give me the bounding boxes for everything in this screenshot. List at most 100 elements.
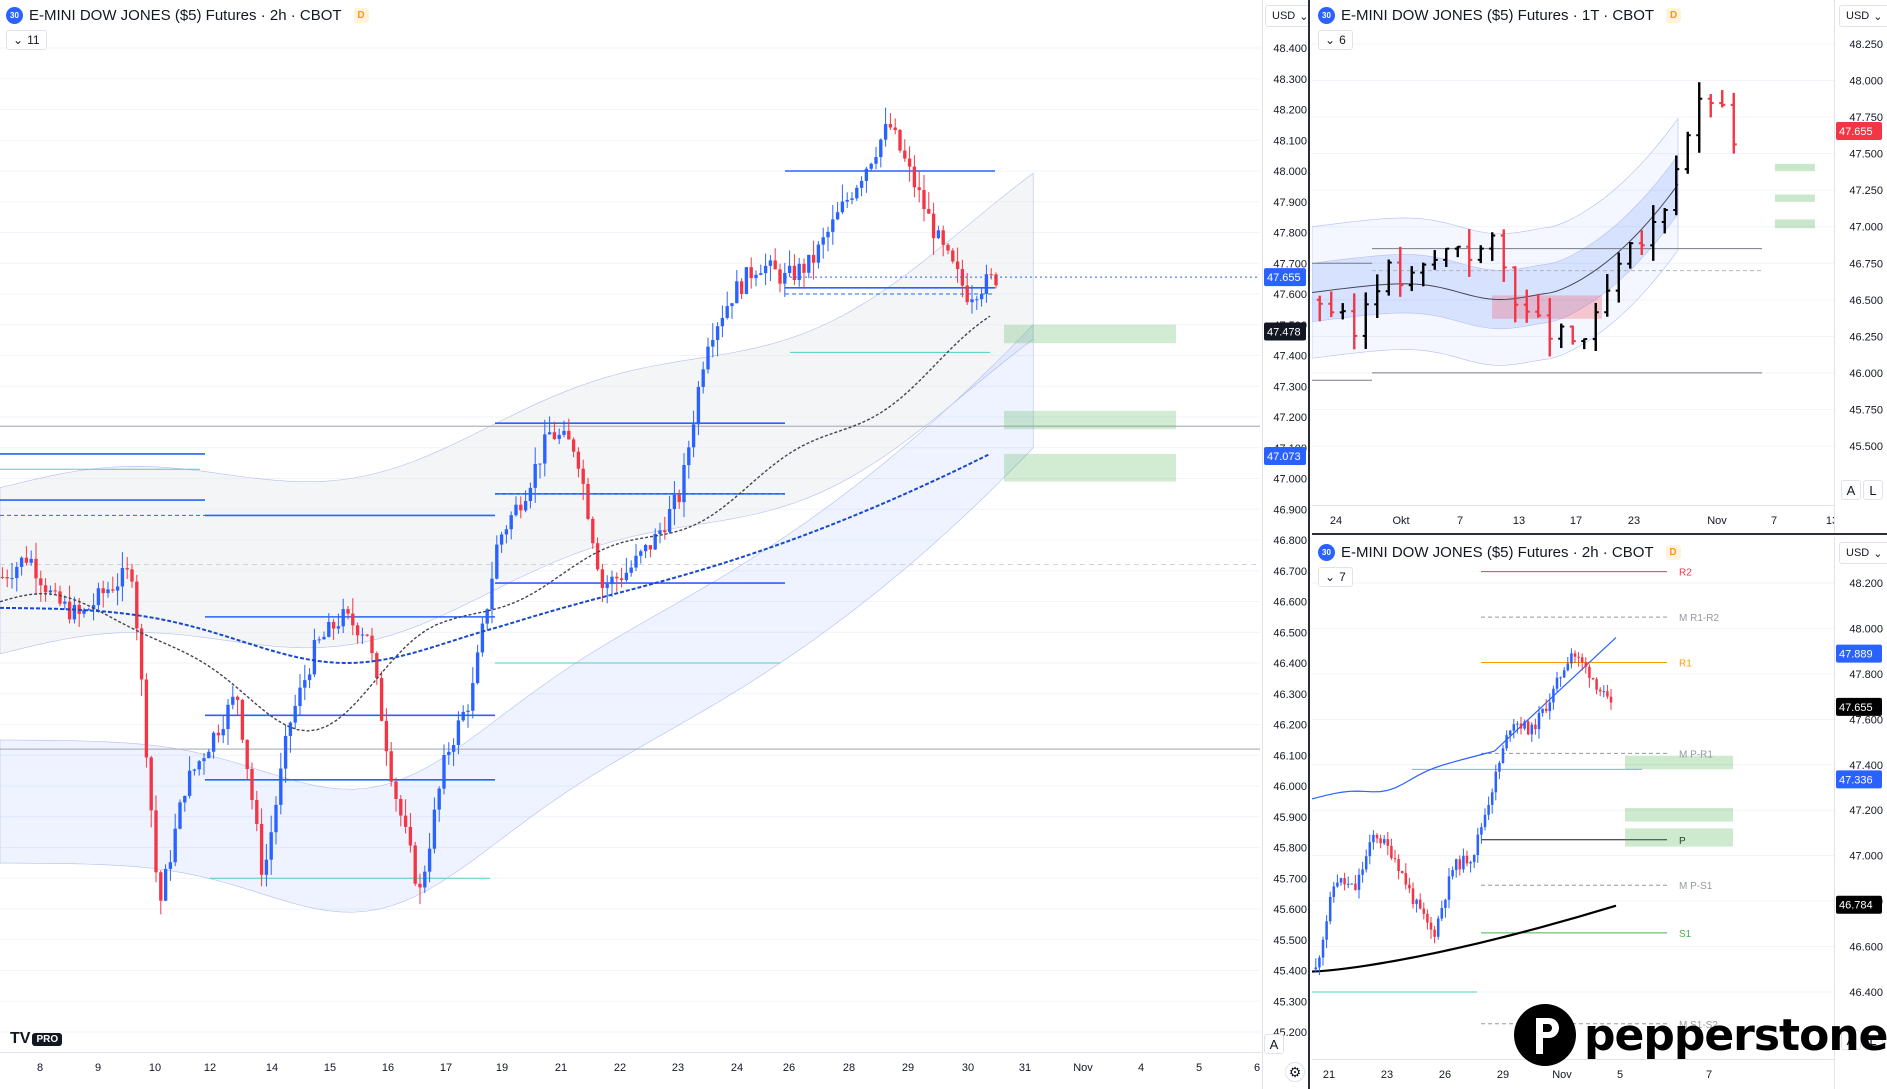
candle [1393,858,1397,860]
candle [1444,899,1447,908]
candle [24,557,29,563]
pivot-label: R1 [1679,659,1692,670]
candle [139,628,144,680]
candle [53,590,57,592]
candle [1332,886,1336,897]
time-tick-label: 17 [440,1062,452,1074]
auto-scale-button[interactable]: A [1264,1034,1284,1054]
chart-title[interactable]: E-MINI DOW JONES ($5) Futures · 2h · CBO… [1341,543,1654,561]
price-tick-label: 46.750 [1849,258,1883,270]
time-tick-label: 5 [1617,1069,1623,1081]
candle [591,518,595,544]
settings-icon[interactable]: ⚙ [1285,1062,1305,1082]
price-axis[interactable]: USD ⌄ 48.200 48.000 47.800 47.600 47.400 47.20… [1834,537,1887,1089]
candle [370,635,374,654]
time-axis[interactable]: 21 23 26 29 Nov 5 7 [1312,1059,1834,1087]
auto-scale-button[interactable]: A [1841,1030,1861,1050]
candle [437,788,441,810]
candle [490,578,494,610]
candle [970,299,974,303]
candle [403,815,408,827]
price-tick-label: 47.600 [1273,289,1307,301]
candle [1588,666,1591,678]
candle [63,601,67,604]
candle [845,199,849,202]
time-axis[interactable]: 8 9 10 12 14 15 16 17 19 21 22 23 24 26 28 29 30 31 Nov 4 5 6 [0,1052,1262,1080]
currency-select[interactable]: USD ⌄ [1839,542,1887,564]
candle [317,639,321,641]
price-tick-label: 48.000 [1849,623,1883,635]
pivot-label: S1 [1679,929,1692,940]
candle [1328,896,1332,922]
pivot-chart-header: 30 E-MINI DOW JONES ($5) Futures · 2h · … [1318,541,1681,563]
indicator-count: 6 [1339,33,1346,47]
pivot-plot-area[interactable]: R2 M R1-R2 R1 M P-R1 P M P-S1 S1 M S1-S2 [1312,537,1834,1059]
price-badge [1264,447,1306,466]
candle [1454,859,1458,871]
auto-scale-button[interactable]: A [1841,480,1861,500]
candle [907,158,912,167]
candle [1458,859,1462,870]
time-tick-label: Nov [1073,1062,1093,1074]
log-scale-button[interactable]: L [1863,480,1883,500]
candle [1397,859,1400,872]
candle [1408,884,1411,889]
indicators-toggle[interactable]: ⌄ 11 [6,30,47,50]
indicators-toggle[interactable]: ⌄ 7 [1318,567,1353,587]
candle [629,567,633,573]
price-badge [1264,322,1306,341]
currency-label: USD [1846,10,1870,22]
time-tick-label: 23 [1628,515,1640,527]
price-tick-label: 46.000 [1273,781,1307,793]
price-tick-label: 47.600 [1849,714,1883,726]
candle [759,273,763,275]
chart-title[interactable]: E-MINI DOW JONES ($5) Futures · 1T · CBO… [1341,6,1655,24]
candle [682,465,686,503]
candle [1368,842,1372,857]
candle [192,769,197,771]
time-axis[interactable]: 24 Okt 7 13 17 23 Nov 7 13 [1312,505,1838,533]
candle [1429,922,1433,930]
time-tick-label: 7 [1457,515,1463,527]
candle [1609,696,1613,703]
price-badge [1836,895,1882,914]
candle [111,589,115,591]
pivot-label: M P-S1 [1679,881,1713,892]
daily-plot-area[interactable] [1312,0,1834,505]
currency-label: USD [1272,10,1296,22]
candle [864,168,869,181]
intraday-pivot-chart-panel[interactable]: 30 E-MINI DOW JONES ($5) Futures · 2h · … [1312,537,1887,1089]
log-scale-button[interactable]: L [1863,1030,1883,1050]
indicators-toggle[interactable]: ⌄ 6 [1318,30,1353,50]
candle [394,781,398,799]
chart-title[interactable]: E-MINI DOW JONES ($5) Futures · 2h · CBO… [29,6,342,24]
price-tick-label: 47.200 [1849,805,1883,817]
price-tick-label: 47.000 [1849,851,1883,863]
candle [1451,870,1454,877]
candle [312,640,317,675]
main-chart-panel[interactable]: 30 E-MINI DOW JONES ($5) Futures · 2h · … [0,0,1310,1089]
candle [423,871,427,888]
candle [941,230,945,245]
candle [96,588,101,606]
candle [1354,883,1357,890]
candle [1339,878,1343,883]
candle [0,576,5,578]
main-plot-area[interactable] [0,0,1260,1052]
moving-average-fast [0,315,991,732]
candle [1552,688,1555,703]
basis-line [1312,184,1679,301]
price-axis[interactable]: USD ⌄ 48.250 48.000 47.750 47.500 47.250 47.00… [1834,0,1887,533]
candle [523,500,528,511]
price-tick-label: 46.000 [1849,368,1883,380]
daily-chart-panel[interactable]: 30 E-MINI DOW JONES ($5) Futures · 1T · … [1312,0,1887,535]
price-tick-label: 45.600 [1273,904,1307,916]
candle [15,566,19,579]
time-tick-label: 24 [1330,515,1342,527]
candle [1548,702,1552,712]
daily-chart-header: 30 E-MINI DOW JONES ($5) Futures · 1T · … [1318,4,1682,26]
currency-select[interactable]: USD ⌄ [1839,5,1887,27]
candle [778,269,782,284]
price-axis[interactable]: USD ⌄ 48.400 48.300 48.200 48.100 48.000 47.90… [1262,0,1308,1089]
currency-select[interactable]: USD ⌄ [1265,5,1308,27]
